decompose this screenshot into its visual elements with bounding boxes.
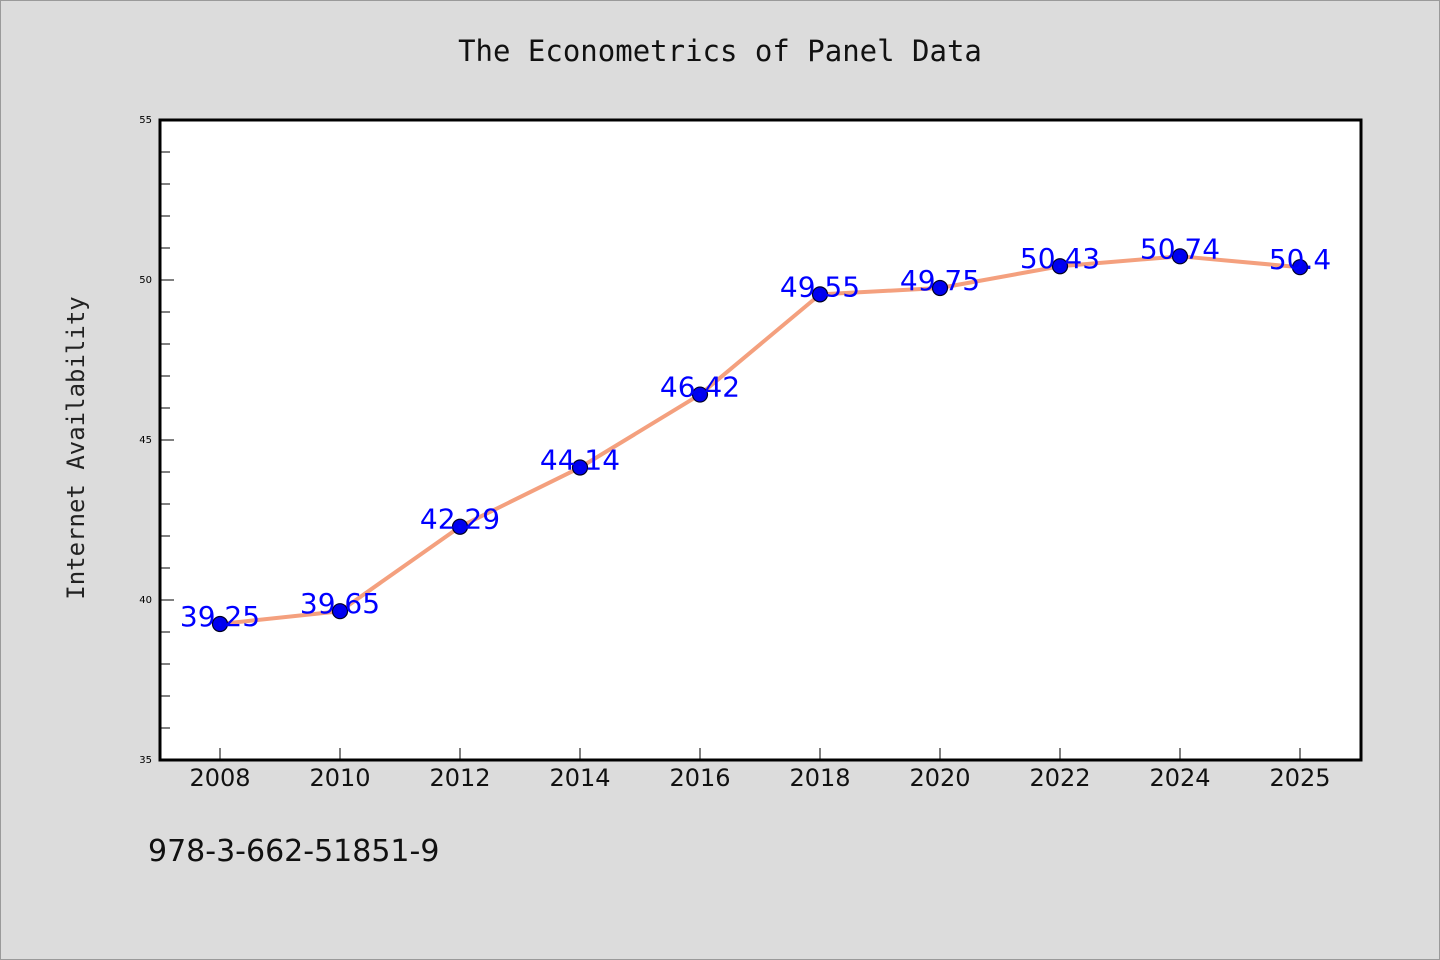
data-point bbox=[571, 459, 589, 476]
data-label: 50.74 bbox=[1140, 232, 1220, 265]
series-line bbox=[219, 254, 1301, 626]
y-ticks: 35 40 45 50 55 bbox=[139, 115, 174, 766]
data-point bbox=[331, 603, 349, 620]
x-tick-label: 2025 bbox=[1269, 764, 1330, 792]
data-label: 49.55 bbox=[780, 270, 860, 303]
data-label: 39.25 bbox=[180, 600, 260, 633]
y-tick-label: 50 bbox=[139, 275, 152, 286]
y-tick-label: 40 bbox=[139, 595, 152, 606]
data-label: 44.14 bbox=[540, 444, 620, 477]
data-markers bbox=[211, 248, 1309, 633]
data-label: 42.29 bbox=[420, 503, 500, 536]
x-tick-label: 2024 bbox=[1149, 764, 1210, 792]
y-tick-label: 35 bbox=[139, 755, 152, 766]
data-label: 39.65 bbox=[300, 587, 380, 620]
data-point bbox=[931, 279, 949, 297]
data-point bbox=[811, 286, 829, 303]
data-label: 49.75 bbox=[900, 264, 980, 297]
data-point bbox=[1171, 248, 1189, 265]
x-tick-label: 2020 bbox=[909, 764, 970, 792]
y-tick-label: 55 bbox=[139, 115, 152, 126]
x-tick-label: 2016 bbox=[669, 764, 730, 792]
isbn-text: 978-3-662-51851-9 bbox=[148, 834, 440, 869]
x-tick-label: 2014 bbox=[549, 764, 610, 792]
x-tick-label: 2022 bbox=[1029, 764, 1090, 792]
data-point bbox=[211, 615, 229, 633]
x-ticks: 2008 2010 2012 2014 2016 2018 2020 2022 2024 2025 bbox=[189, 748, 1331, 792]
data-point bbox=[691, 386, 709, 403]
plot-area bbox=[158, 118, 1363, 762]
data-point bbox=[1051, 258, 1069, 275]
x-tick-label: 2008 bbox=[189, 764, 250, 792]
data-point bbox=[1291, 259, 1309, 276]
chart-title: The Econometrics of Panel Data bbox=[458, 34, 982, 68]
data-point bbox=[451, 518, 469, 535]
data-label: 50.4 bbox=[1269, 243, 1331, 276]
x-tick-label: 2010 bbox=[309, 764, 370, 792]
data-labels: 39.25 39.65 42.29 44.14 46.42 49.55 49.75 50.43… bbox=[180, 232, 1331, 633]
data-label: 50.43 bbox=[1020, 242, 1100, 275]
data-label: 46.42 bbox=[660, 371, 740, 404]
x-tick-label: 2012 bbox=[429, 764, 490, 792]
x-tick-label: 2018 bbox=[789, 764, 850, 792]
y-tick-label: 45 bbox=[139, 435, 152, 446]
